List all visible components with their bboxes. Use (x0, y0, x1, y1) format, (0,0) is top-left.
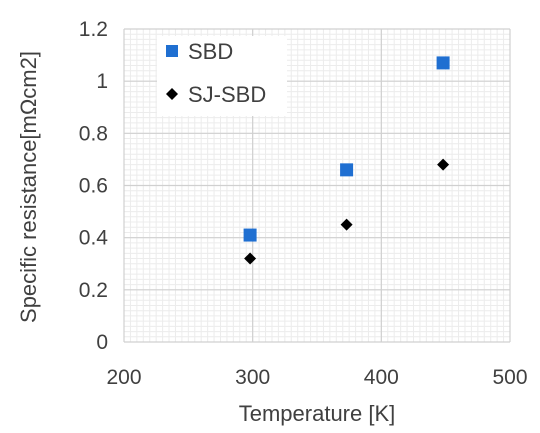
x-tick-label: 200 (106, 366, 141, 389)
y-tick-label: 0.2 (79, 279, 108, 302)
sbd-point (243, 228, 257, 242)
y-tick-label: 0.6 (79, 175, 108, 198)
y-tick-label: 0 (96, 331, 108, 354)
legend-label-sbd: SBD (188, 39, 233, 64)
y-tick-label: 0.8 (79, 122, 108, 145)
y-axis-title: Specific resistance[mΩcm2] (16, 51, 41, 323)
y-axis-tick-labels: 0 0.2 0.4 0.6 0.8 1 1.2 (79, 18, 109, 354)
x-tick-label: 500 (492, 366, 527, 389)
x-tick-label: 300 (235, 366, 270, 389)
y-tick-label: 1.2 (79, 18, 108, 41)
sj-sbd-point (340, 218, 353, 231)
x-axis-tick-labels: 200 300 400 500 (106, 366, 527, 389)
sj-sbd-point (244, 252, 257, 265)
y-tick-label: 1 (96, 70, 108, 93)
y-tick-label: 0.4 (79, 227, 109, 250)
legend-marker-sj-sbd (166, 88, 178, 100)
sj-sbd-point (437, 158, 450, 171)
x-axis-title: Temperature [K] (239, 401, 396, 426)
sbd-point (436, 56, 450, 70)
legend: SBD SJ-SBD (157, 36, 287, 116)
legend-label-sj-sbd: SJ-SBD (188, 82, 266, 107)
legend-marker-sbd (166, 45, 178, 57)
x-tick-label: 400 (364, 366, 399, 389)
legend-background (157, 36, 287, 116)
data-points (243, 56, 450, 265)
sbd-point (340, 163, 354, 177)
